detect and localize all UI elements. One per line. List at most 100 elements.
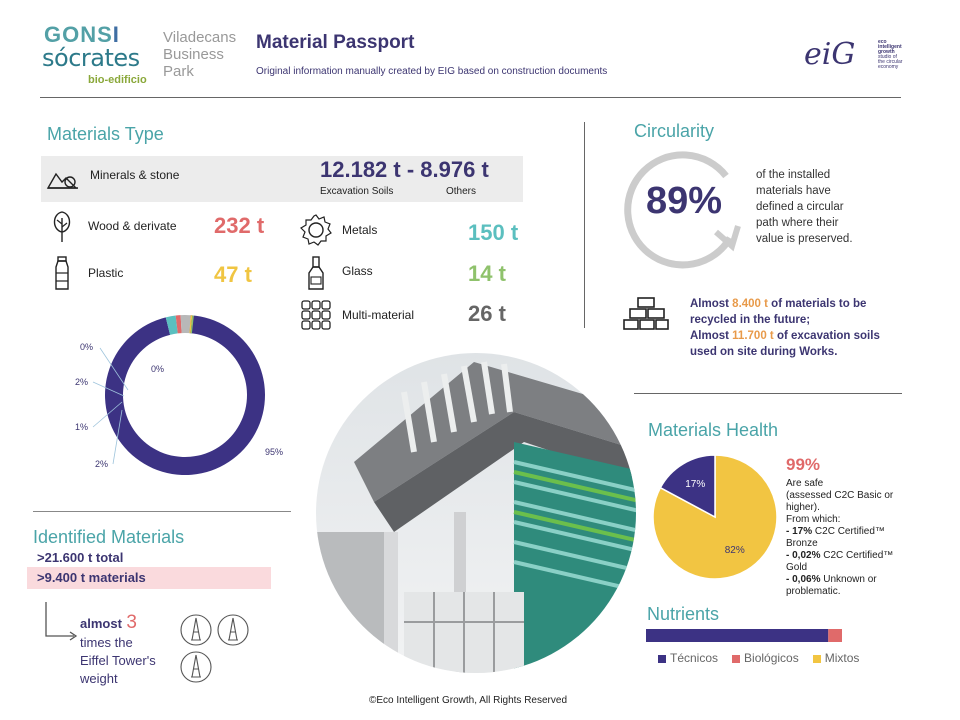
recycle-text: Almost 8.400 t of materials to be recycl… <box>690 296 910 360</box>
donut-slice-label: 1% <box>75 422 88 432</box>
eig-tagline-line: intelligent <box>878 44 902 50</box>
materials-type-title: Materials Type <box>47 124 164 144</box>
health-gold-pct: - 0,02% <box>786 550 821 561</box>
nutrients-legend-item: Técnicos <box>658 651 718 665</box>
page-subtitle: Original information manually created by… <box>256 66 608 77</box>
eiffel-tower-icon <box>180 651 212 683</box>
health-line: - 17% C2C Certified™ Bronze <box>786 526 916 550</box>
health-unknown-pct: - 0,06% <box>786 574 821 585</box>
footer-copyright: ©Eco Intelligent Growth, All Rights Rese… <box>369 695 568 706</box>
recycle-line: Almost 11.700 t of excavation soils <box>690 328 910 344</box>
wood-value: 232 t <box>214 213 265 238</box>
legend-label: Mixtos <box>824 651 860 665</box>
circularity-divider <box>634 393 902 394</box>
vertical-divider <box>584 122 585 328</box>
identified-materials: >9.400 t materials <box>37 570 146 585</box>
health-pie-chart: 82% 17% <box>652 454 778 580</box>
socrates-logo: sócrates <box>42 44 140 72</box>
legend-label: Técnicos <box>670 651 719 665</box>
legend-swatch <box>732 654 741 663</box>
nutrients-bar-chart <box>646 629 842 642</box>
circularity-line: value is preserved. <box>756 233 853 245</box>
donut-slice-label: 95% <box>265 447 283 457</box>
eiffel-line: times the <box>80 635 133 650</box>
health-line: problematic. <box>786 586 841 597</box>
recycle-text-c: Almost <box>690 330 733 342</box>
recycle-value-c: 11.700 t <box>732 330 774 342</box>
nutrients-bar-segment <box>828 629 842 642</box>
eig-tagline-line: growth <box>878 49 895 55</box>
circularity-line: path where their <box>756 217 839 229</box>
circularity-line: defined a circular <box>756 201 844 213</box>
donut-slice <box>190 315 194 334</box>
health-line: Are safe <box>786 478 824 489</box>
recycle-text-c-end: of excavation soils <box>773 330 880 342</box>
legend-label: Biológicos <box>744 651 799 665</box>
nutrients-bar-segment <box>646 629 829 642</box>
donut-slice <box>165 315 178 335</box>
gonsi-text-accent: I <box>112 22 120 47</box>
building-photo <box>316 353 636 673</box>
eig-logo-mark: eiG <box>804 37 855 72</box>
donut-slice-label: 2% <box>95 459 108 469</box>
wood-label: Wood & derivate <box>88 219 177 233</box>
circularity-percent: 89% <box>646 180 723 222</box>
donut-slice <box>189 315 193 334</box>
place-logo: Viladecans Business Park <box>163 29 253 80</box>
metals-value: 150 t <box>468 220 519 245</box>
recycle-line: Almost 8.400 t of materials to be <box>690 296 910 312</box>
circularity-title: Circularity <box>634 121 715 141</box>
eiffel-tower-icons <box>180 614 249 683</box>
health-bronze-pct: - 17% <box>786 526 813 537</box>
bio-edificio-label: bio-edificio <box>88 74 147 86</box>
nutrients-legend-item: Biológicos <box>732 651 799 665</box>
gonsi-logo: GONSI <box>44 22 120 48</box>
plastic-label: Plastic <box>88 266 124 280</box>
health-percent: 99% <box>786 455 821 474</box>
glass-value: 14 t <box>468 261 506 286</box>
donut-leader-line <box>92 401 123 428</box>
donut-leader-line <box>92 381 125 397</box>
minerals-sub-excavation: Excavation Soils <box>320 186 394 197</box>
legend-swatch <box>658 654 666 663</box>
minerals-label: Minerals & stone <box>90 168 180 182</box>
health-line: From which: <box>786 514 841 525</box>
health-title: Materials Health <box>648 420 779 440</box>
health-pie-label: 82% <box>725 545 745 556</box>
plastic-bottle-icon <box>55 256 69 290</box>
minerals-icon <box>46 172 78 189</box>
health-line: - 0,06% Unknown or <box>786 574 916 586</box>
nutrients-legend-item: Mixtos <box>812 651 860 665</box>
eiffel-tower-icon <box>217 614 249 646</box>
nutrients-title: Nutrients <box>647 604 720 624</box>
eig-tagline-line: studio of <box>878 54 898 60</box>
place-line: Park <box>163 63 194 80</box>
health-bronze-label: C2C Certified™ Bronze <box>786 526 885 549</box>
donut-slice <box>175 315 182 334</box>
donut-slice-label: 2% <box>75 377 88 387</box>
recycle-line: used on site during Works. <box>690 346 838 358</box>
eiffel-line: weight <box>80 671 118 686</box>
identified-materials-bg <box>27 567 271 589</box>
health-gold-label: C2C Certified™ Gold <box>786 550 894 573</box>
glass-bottle-icon <box>308 256 324 290</box>
almost-word: almost <box>80 616 122 631</box>
glass-label: Glass <box>342 264 373 278</box>
multi-material-label: Multi-material <box>342 308 415 322</box>
almost-line: almost 3 <box>80 612 137 634</box>
tree-icon <box>53 211 71 242</box>
multi-material-value: 26 t <box>468 301 506 326</box>
eig-tagline-line: the circular <box>878 59 903 65</box>
plastic-value: 47 t <box>214 262 252 287</box>
multi-material-icon <box>301 300 331 330</box>
circular-arrow-icon <box>624 151 741 269</box>
donut-slice <box>180 315 191 334</box>
eig-logo: eiG eco intelligent growth studio of the… <box>804 37 903 72</box>
donut-leader-line <box>99 347 129 391</box>
health-pie-slice <box>659 454 716 519</box>
gonsi-text: GONS <box>44 22 113 47</box>
recycle-line: recycled in the future; <box>690 314 811 326</box>
eiffel-multiplier: 3 <box>126 612 137 633</box>
identified-title: Identified Materials <box>33 527 185 547</box>
place-line: Business <box>163 46 224 63</box>
